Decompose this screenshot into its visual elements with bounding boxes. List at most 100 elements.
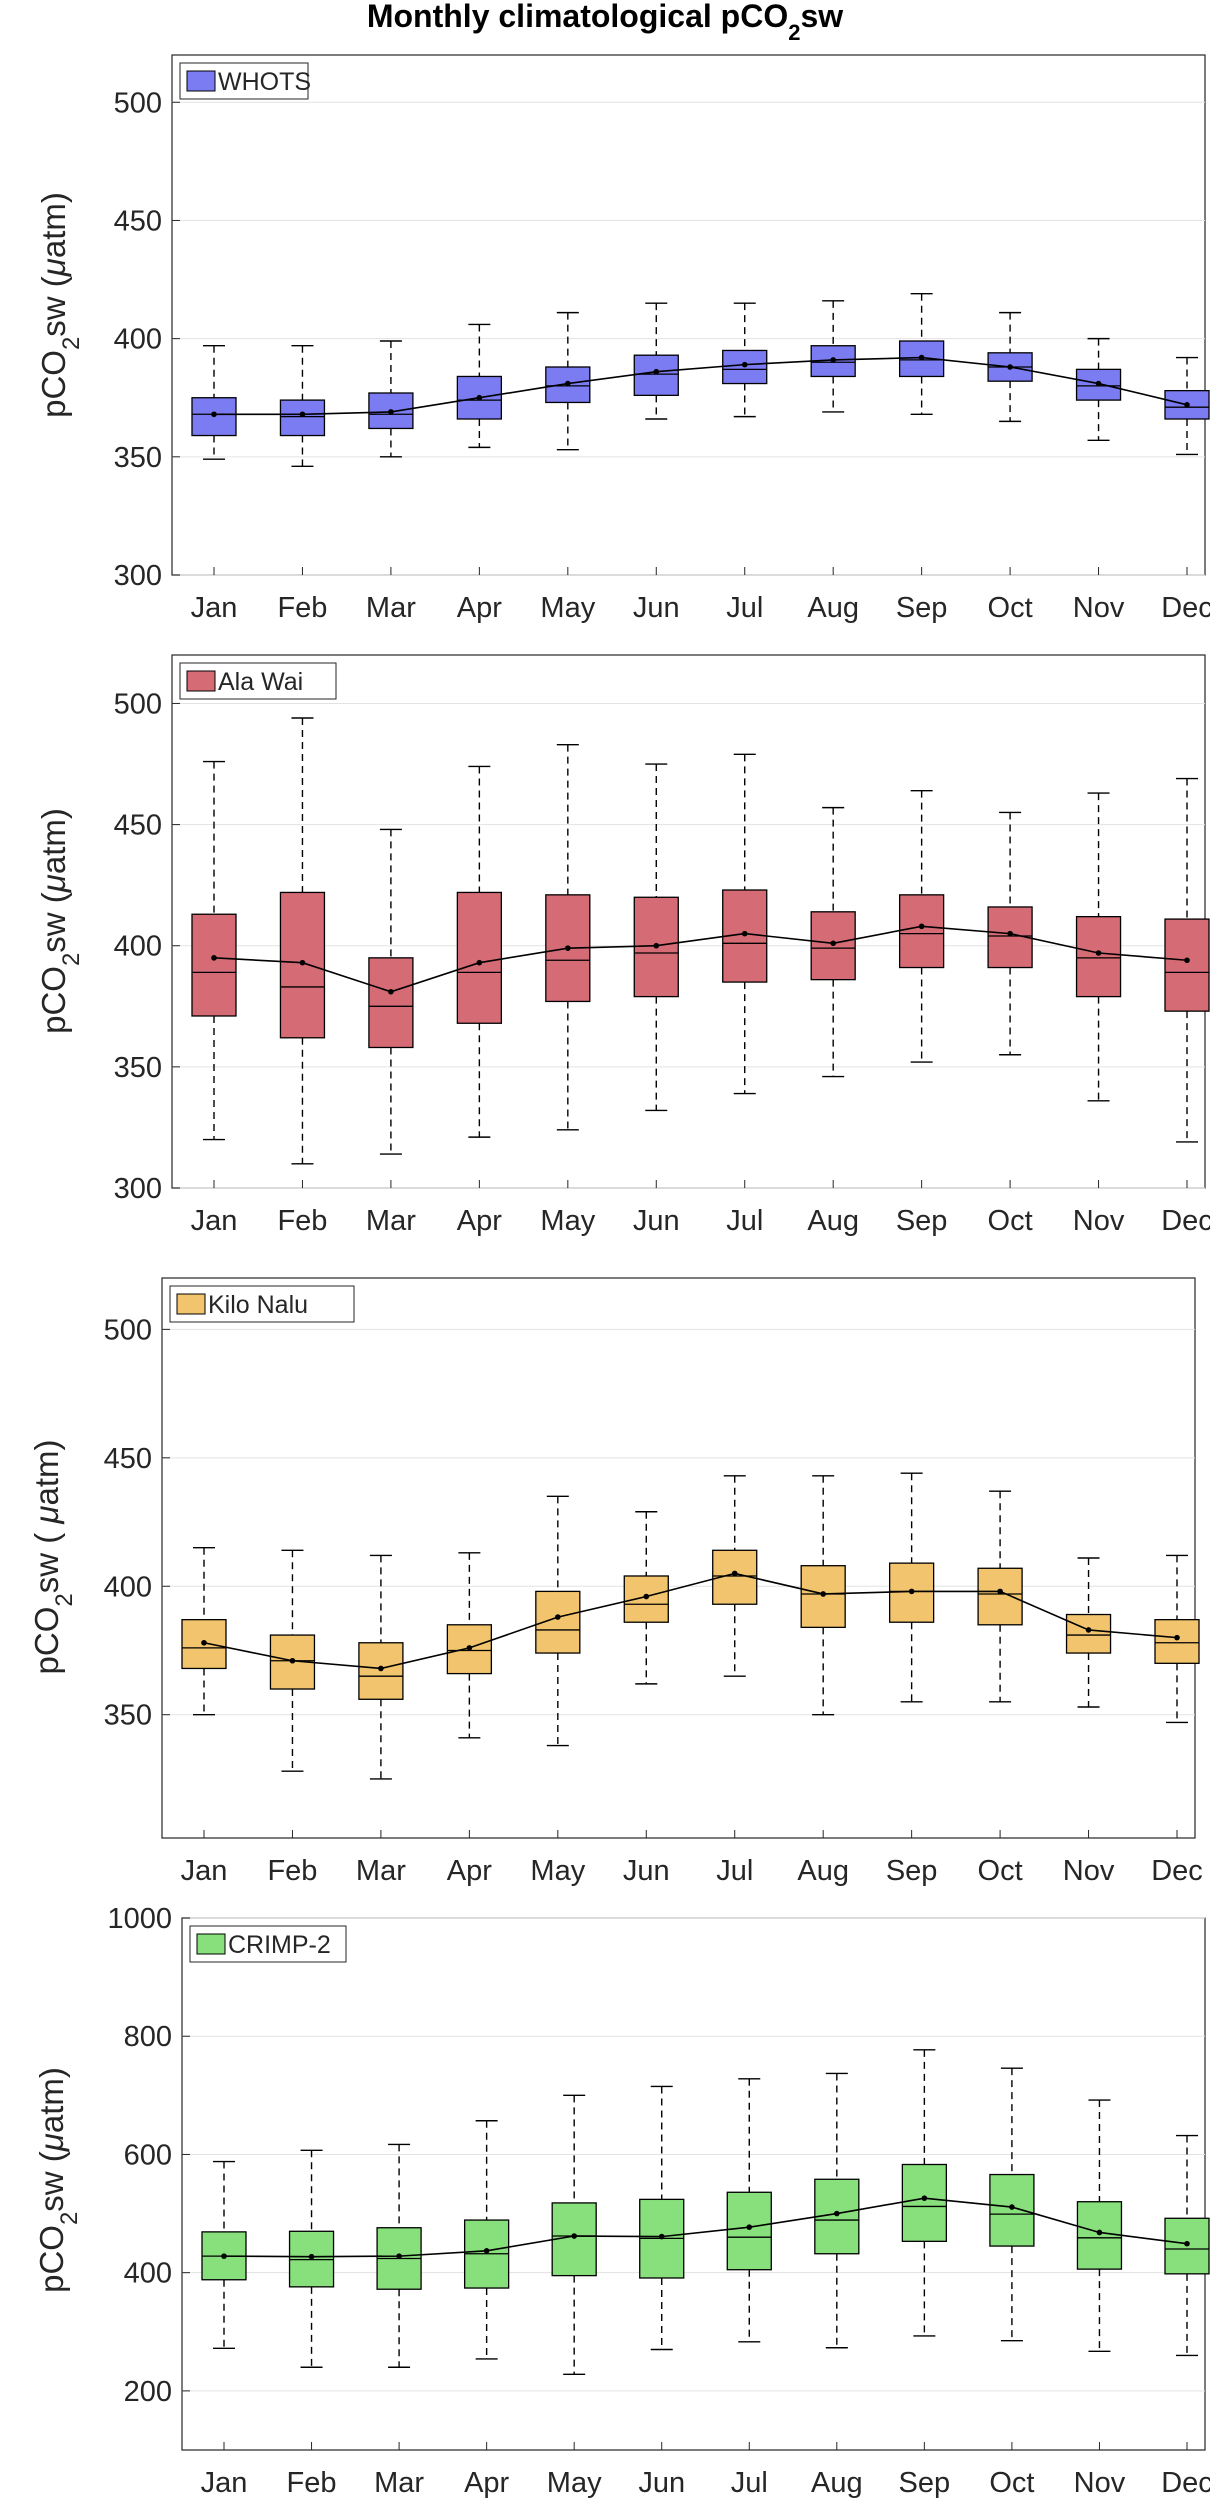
y-axis-label-part: pCO xyxy=(35,966,72,1034)
x-tick-label: Nov xyxy=(1073,1205,1125,1237)
x-tick-label: Aug xyxy=(811,2467,863,2499)
mean-point xyxy=(211,955,217,961)
box-iqr xyxy=(279,399,326,437)
mean-point xyxy=(1184,402,1190,408)
mean-point xyxy=(918,354,925,361)
y-axis-label: pCO2sw (μatm) xyxy=(35,808,85,1034)
box-apr xyxy=(463,2120,510,2360)
box-iqr xyxy=(989,2173,1035,2247)
mean-point xyxy=(1007,930,1013,937)
y-tick-label: 400 xyxy=(114,324,162,356)
mean-point xyxy=(476,394,483,401)
mean-point xyxy=(1174,1634,1180,1641)
x-tick-label: Mar xyxy=(366,1205,416,1237)
mean-point xyxy=(741,361,748,368)
mean-point xyxy=(1007,364,1013,370)
box-oct xyxy=(977,1490,1023,1703)
x-tick-label: Apr xyxy=(457,1205,502,1237)
box-iqr xyxy=(1164,918,1210,1012)
x-tick-label: Aug xyxy=(807,592,859,624)
axes-frame xyxy=(161,1277,1196,1839)
box-jun xyxy=(633,302,679,420)
y-tick-label: 400 xyxy=(104,1571,152,1603)
y-tick-label: 200 xyxy=(124,2376,172,2408)
x-tick-label: Nov xyxy=(1063,1855,1115,1887)
y-tick-label: 400 xyxy=(124,2258,172,2290)
x-tick-label: Feb xyxy=(277,592,327,624)
box-feb xyxy=(279,345,326,467)
x-tick-label: Dec xyxy=(1161,1205,1210,1237)
y-tick-label: 450 xyxy=(114,810,162,842)
x-tick-label: May xyxy=(547,2467,602,2499)
legend-swatch xyxy=(176,1293,206,1315)
box-nov xyxy=(1075,792,1122,1102)
x-tick-label: Oct xyxy=(989,2467,1034,2499)
y-axis-label-part: μ xyxy=(28,1506,65,1525)
x-tick-label: Jan xyxy=(191,1205,238,1237)
y-axis-label-part: atm) xyxy=(33,2067,70,2133)
x-tick-label: Dec xyxy=(1151,1855,1203,1887)
figure-title: Monthly climatological pCO2sw xyxy=(367,0,843,45)
x-tick-label: May xyxy=(540,592,595,624)
mean-point xyxy=(211,411,217,418)
mean-point xyxy=(466,1645,473,1651)
mean-point xyxy=(565,380,571,387)
box-jul xyxy=(726,2078,772,2343)
y-tick-label: 600 xyxy=(124,2139,172,2171)
x-tick-label: Oct xyxy=(988,1205,1033,1237)
box-iqr xyxy=(1075,916,1122,998)
x-tick-label: Jan xyxy=(181,1855,228,1887)
y-axis-label-part: sw ( xyxy=(35,276,72,337)
mean-point xyxy=(201,1639,207,1646)
x-tick-label: Dec xyxy=(1161,2467,1210,2499)
y-axis-label-part: 2 xyxy=(51,1593,78,1606)
y-tick-label: 500 xyxy=(114,87,162,119)
mean-point xyxy=(299,411,306,418)
box-jan xyxy=(191,760,237,1141)
y-axis-label-part: atm) xyxy=(28,1440,65,1506)
x-tick-label: Jul xyxy=(726,1205,763,1237)
mean-point xyxy=(388,988,394,995)
mean-point xyxy=(1096,2229,1103,2236)
y-tick-label: 350 xyxy=(114,1052,162,1084)
mean-point xyxy=(741,930,748,937)
box-iqr xyxy=(1065,1613,1112,1654)
mean-point xyxy=(1184,957,1190,964)
x-tick-label: Nov xyxy=(1074,2467,1126,2499)
mean-point xyxy=(1095,950,1102,956)
y-axis-label-part: 2 xyxy=(56,2212,83,2225)
mean-point xyxy=(1085,1627,1092,1633)
mean-point xyxy=(1095,380,1102,387)
x-tick-label: Nov xyxy=(1073,592,1125,624)
box-apr xyxy=(456,765,503,1138)
legend-label: Kilo Nalu xyxy=(208,1291,308,1319)
mean-point xyxy=(834,2210,840,2217)
mean-line xyxy=(203,1572,1178,1670)
y-tick-label: 350 xyxy=(104,1700,152,1732)
box-iqr xyxy=(456,891,503,1024)
x-tick-label: Sep xyxy=(886,1855,938,1887)
box-iqr xyxy=(800,1565,846,1629)
panel-kilo-nalu: 350 400 450 500 Jan Feb Mar Apr May Jun Jul Aug Sep O… xyxy=(28,1277,1203,1887)
panel-whots: 300 350 400 450 500 Jan Feb Mar Apr May Jun Jul Aug S… xyxy=(35,54,1210,624)
mean-point xyxy=(1184,2240,1190,2247)
x-tick-label: Dec xyxy=(1161,592,1210,624)
x-tick-label: Mar xyxy=(374,2467,424,2499)
box-dec xyxy=(1164,777,1210,1143)
box-aug xyxy=(800,1475,846,1716)
box-iqr xyxy=(726,2191,772,2271)
mean-point xyxy=(653,368,660,375)
mean-point xyxy=(299,959,306,966)
mean-point xyxy=(396,2253,402,2259)
x-tick-label: Apr xyxy=(457,592,502,624)
box-dec xyxy=(1154,1554,1200,1724)
x-tick-label: Apr xyxy=(464,2467,509,2499)
mean-point xyxy=(643,1593,650,1600)
y-axis-label-part: sw ( xyxy=(33,2151,70,2212)
mean-point xyxy=(658,2233,665,2240)
mean-point xyxy=(921,2195,928,2201)
box-sep xyxy=(888,1472,935,1703)
box-may xyxy=(535,1495,581,1747)
box-iqr xyxy=(977,1567,1023,1626)
mean-point xyxy=(571,2233,577,2239)
